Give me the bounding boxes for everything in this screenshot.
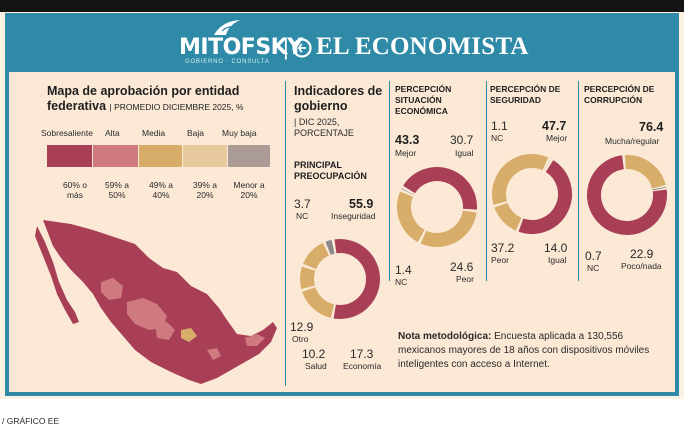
- indicators-title: Indicadores de gobierno: [294, 84, 383, 113]
- donut-slice-peor: [492, 154, 549, 205]
- top-bar: [0, 0, 684, 12]
- legend-label-0: Sobresaliente: [41, 128, 93, 138]
- val-econ-nc: 1.4: [395, 263, 412, 277]
- cap-seg-nc: NC: [491, 133, 504, 143]
- donut-corrupcion-slices: [587, 155, 667, 235]
- val-nc: 3.7: [294, 197, 311, 211]
- cap-econ-igual: Igual: [455, 148, 474, 158]
- legend-swatch-1: [93, 145, 138, 167]
- bird-logo-icon: [214, 20, 240, 35]
- cap-salud: Salud: [305, 361, 327, 371]
- legend-range-2: 49% a 40%: [148, 180, 174, 200]
- map-title: Mapa de aprobación por entidad federativ…: [47, 84, 277, 115]
- donut-slice-peor: [397, 191, 425, 243]
- donut-slice-mejor: [403, 167, 477, 210]
- legend-range-3: 39% a 20%: [192, 180, 218, 200]
- infographic-frame: MITOFSKY GOBIERNO · CONSULTA | EL ECONOM…: [5, 13, 679, 396]
- donut-slice-mejor: [518, 160, 572, 234]
- val-inseguridad: 55.9: [349, 197, 374, 211]
- brand-divider: |: [283, 35, 289, 60]
- main-concern-title: PRINCIPAL PREOCUPACIÓN: [294, 160, 367, 181]
- val-econ-mejor: 43.3: [395, 133, 420, 147]
- cap-inseguridad: Inseguridad: [331, 211, 376, 221]
- bottom-strip: [0, 399, 684, 433]
- legend-swatch-2: [139, 145, 182, 167]
- donut-slice-salud: [300, 266, 316, 289]
- val-seg-nc: 1.1: [491, 119, 508, 133]
- column-divider: [486, 81, 487, 281]
- val-salud: 10.2: [302, 347, 326, 361]
- cap-econ-nc: NC: [395, 277, 408, 287]
- legend-label-3: Baja: [187, 128, 205, 138]
- donut-seguridad: [492, 154, 572, 234]
- nota-title: Nota metodológica:: [398, 331, 492, 342]
- val-econ-peor: 24.6: [450, 260, 474, 274]
- cap-econ-peor: Peor: [456, 274, 474, 284]
- legend-label-2: Media: [142, 128, 166, 138]
- banner: MITOFSKY GOBIERNO · CONSULTA | EL ECONOM…: [9, 17, 675, 72]
- cap-seg-mejor: Mejor: [546, 133, 568, 143]
- donut-slice-otro: [302, 242, 330, 270]
- val-cor-mucha: 76.4: [639, 120, 664, 134]
- donut-economia: [397, 167, 477, 247]
- cap-seg-igual: Igual: [548, 255, 567, 265]
- mexico-map: [35, 220, 277, 384]
- legend-swatch-0: [47, 145, 92, 167]
- cap-cor-nc: NC: [587, 263, 600, 273]
- brand-mitofsky: MITOFSKY: [179, 35, 303, 60]
- legend-range-0: 60% o más: [62, 180, 88, 200]
- val-otro: 12.9: [290, 320, 314, 334]
- donut-corrupcion: [587, 155, 667, 235]
- brand-economista: EL ECONOMISTA: [316, 33, 529, 60]
- cap-cor-poco: Poco/nada: [621, 261, 662, 271]
- val-seg-mejor: 47.7: [542, 119, 567, 133]
- donut-economia-slices: [397, 167, 477, 247]
- cap-econ-mejor: Mejor: [395, 148, 417, 158]
- indicators-date: | DIC 2025, PORCENTAJE: [294, 117, 354, 138]
- seg-title: PERCEPCIÓN DE SEGURIDAD: [490, 84, 561, 105]
- donut-slice-econom-a: [302, 286, 335, 318]
- legend-swatch-3: [183, 145, 227, 167]
- legend-swatch-4: [228, 145, 270, 167]
- donut-preocupacion: [300, 239, 380, 319]
- nota-text: Encuesta aplicada a 130,556 mexicanos ma…: [398, 331, 650, 370]
- val-economia: 17.3: [350, 347, 374, 361]
- cap-otro: Otro: [292, 334, 309, 344]
- footer-credit: / GRÁFICO EE: [2, 416, 60, 426]
- donut-slice-nc: [325, 239, 335, 255]
- nota-metodologica: Nota metodológica: Encuesta aplicada a 1…: [398, 330, 670, 372]
- val-seg-igual: 14.0: [544, 241, 568, 255]
- map-subtitle: | PROMEDIO DICIEMBRE 2025, %: [109, 102, 244, 112]
- cap-seg-peor: Peor: [491, 255, 509, 265]
- legend-label-1: Alta: [105, 128, 120, 138]
- cap-cor-mucha: Mucha/regular: [605, 136, 660, 146]
- legend-range-4: Menor a 20%: [233, 180, 265, 200]
- cap-economia: Economía: [343, 361, 382, 371]
- column-divider: [578, 81, 579, 281]
- donut-slice-igual: [420, 210, 477, 247]
- econ-title: PERCEPCIÓN SITUACIÓN ECONÓMICA: [395, 84, 452, 116]
- donut-slice-inseguridad: [333, 239, 380, 319]
- val-cor-poco: 22.9: [630, 247, 654, 261]
- column-divider: [285, 81, 286, 386]
- indicators-date-text: DIC 2025, PORCENTAJE: [294, 117, 354, 138]
- donut-preocupacion-slices: [300, 239, 380, 319]
- map-title-text: Mapa de aprobación por entidad federativ…: [47, 84, 240, 113]
- map-shape: [35, 220, 277, 384]
- map-subtitle-text: PROMEDIO DICIEMBRE 2025, %: [114, 102, 244, 112]
- donut-slice-mucha-regular: [587, 155, 667, 235]
- val-cor-nc: 0.7: [585, 249, 602, 263]
- column-divider: [389, 81, 390, 281]
- val-seg-peor: 37.2: [491, 241, 515, 255]
- legend-label-4: Muy baja: [222, 128, 257, 138]
- cor-title: PERCEPCIÓN DE CORRUPCIÓN: [584, 84, 655, 105]
- donut-slice-igual: [494, 202, 522, 231]
- donut-slice-poco-nada: [624, 155, 666, 189]
- economista-logo-icon: [292, 38, 312, 58]
- brand-mitofsky-subtitle: GOBIERNO · CONSULTA: [185, 59, 270, 65]
- val-econ-igual: 30.7: [450, 133, 474, 147]
- cap-nc: NC: [296, 211, 309, 221]
- donut-seguridad-slices: [492, 154, 572, 234]
- legend-range-1: 59% a 50%: [104, 180, 130, 200]
